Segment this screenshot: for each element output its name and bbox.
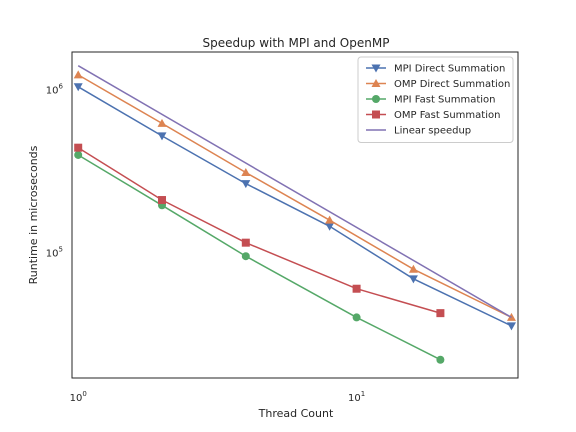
series-omp-direct-summation xyxy=(73,70,516,321)
series-omp-fast-summation xyxy=(74,143,445,318)
legend: MPI Direct Summation OMP Direct Summation… xyxy=(357,56,514,143)
omp-fast-summation-point xyxy=(74,143,83,152)
mpi-direct-summation-point xyxy=(157,132,167,141)
legend-entry-linear-speedup: Linear speedup xyxy=(366,126,471,137)
series-linear-speedup xyxy=(77,65,512,319)
tick-group: 100 101 105 106 xyxy=(46,83,365,404)
x-tick-label: 100 xyxy=(70,390,87,404)
legend-label: MPI Direct Summation xyxy=(394,64,505,75)
legend-label: Linear speedup xyxy=(394,126,471,137)
omp-direct-summation-point xyxy=(157,118,167,127)
omp-direct-summation-point xyxy=(408,264,418,273)
y-axis-label: Runtime in microseconds xyxy=(27,145,40,284)
legend-entry-mpi-fast-summation: MPI Fast Summation xyxy=(366,95,496,106)
omp-direct-summation-point xyxy=(325,215,335,224)
legend-label: MPI Fast Summation xyxy=(394,95,496,106)
mpi-direct-summation-point xyxy=(325,222,335,231)
omp-fast-summation-point xyxy=(436,309,445,318)
series-mpi-direct-summation xyxy=(73,83,516,331)
y-tick-label: 105 xyxy=(46,246,63,260)
omp-fast-summation-point xyxy=(241,238,250,247)
mpi-fast-summation-point xyxy=(74,150,83,159)
legend-marker xyxy=(372,110,380,119)
legend-marker xyxy=(372,95,380,103)
mpi-direct-summation-point xyxy=(506,322,516,331)
mpi-fast-summation-line xyxy=(77,154,441,361)
chart-title: Speedup with MPI and OpenMP xyxy=(203,36,390,50)
legend-entry-omp-direct-summation: OMP Direct Summation xyxy=(366,79,510,90)
omp-fast-summation-line xyxy=(77,147,441,314)
x-tick-label: 101 xyxy=(348,390,365,404)
y-tick-label: 106 xyxy=(46,83,64,97)
mpi-fast-summation-point xyxy=(436,355,445,364)
omp-direct-summation-point xyxy=(73,70,83,79)
mpi-fast-summation-point xyxy=(241,252,250,261)
legend-label: OMP Fast Summation xyxy=(394,110,500,121)
mpi-direct-summation-line xyxy=(77,86,512,327)
series-mpi-fast-summation xyxy=(74,150,445,364)
legend-box xyxy=(357,56,514,143)
plot-area xyxy=(73,65,516,364)
omp-fast-summation-point xyxy=(158,196,167,205)
legend-marker xyxy=(371,64,381,73)
omp-fast-summation-point xyxy=(352,284,361,293)
mpi-direct-summation-point xyxy=(241,180,251,189)
legend-entry-mpi-direct-summation: MPI Direct Summation xyxy=(366,64,505,75)
legend-entry-omp-fast-summation: OMP Fast Summation xyxy=(366,110,500,121)
linear-speedup-line xyxy=(77,65,512,319)
mpi-direct-summation-point xyxy=(408,275,418,284)
mpi-direct-summation-point xyxy=(73,83,83,92)
omp-direct-summation-point xyxy=(241,167,251,176)
legend-marker xyxy=(371,79,381,87)
mpi-fast-summation-point xyxy=(352,313,361,322)
x-axis-label: Thread Count xyxy=(258,407,334,420)
omp-direct-summation-line xyxy=(77,74,512,319)
axes-frame xyxy=(71,51,519,379)
legend-label: OMP Direct Summation xyxy=(394,79,510,90)
